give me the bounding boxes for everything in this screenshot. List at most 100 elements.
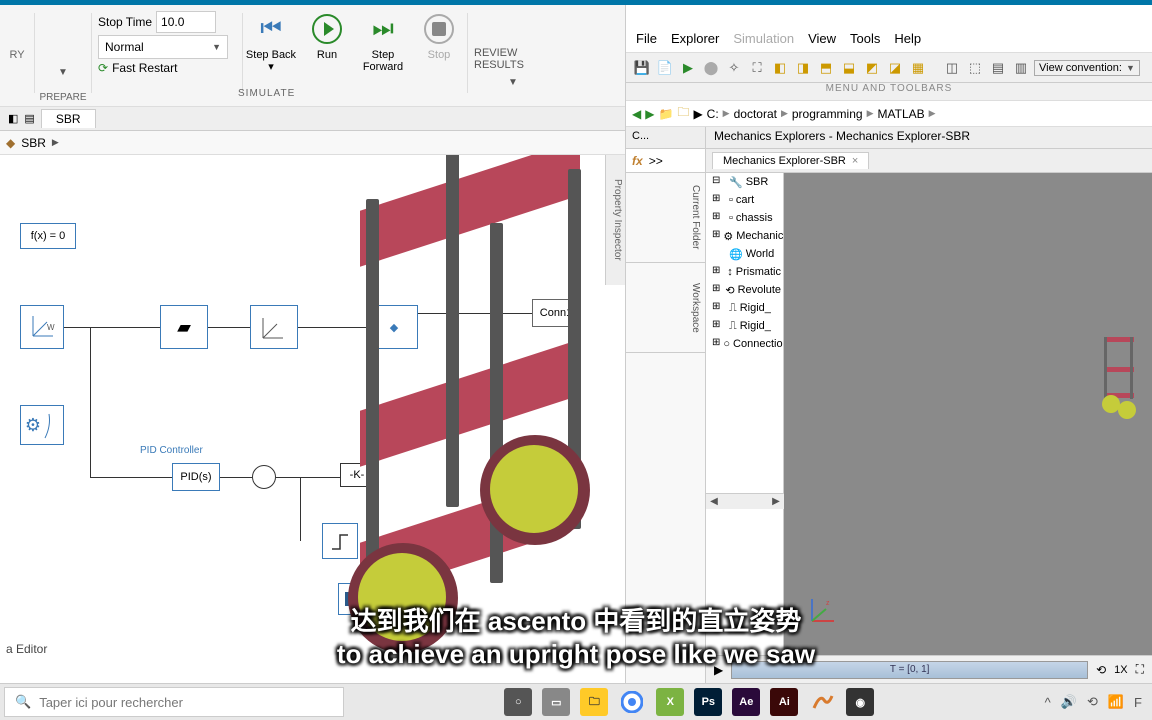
mini-robot [1100, 333, 1140, 423]
pid-block[interactable]: PID(s) [172, 463, 220, 491]
split3-icon[interactable]: ▤ [988, 58, 1008, 78]
run-button[interactable]: Run [299, 9, 355, 63]
model-tab-bar: ◧ ▤ SBR [0, 107, 625, 131]
cube5-icon[interactable]: ◪ [885, 58, 905, 78]
workspace-tab[interactable]: Workspace [626, 263, 705, 353]
tab-sbr[interactable]: SBR [41, 109, 96, 128]
step-forward-button[interactable]: ⏭ Step Forward [355, 9, 411, 75]
sync-icon[interactable]: ⟲ [1087, 694, 1098, 710]
view-convention-dropdown[interactable]: View convention:▼ [1034, 60, 1140, 76]
step-block[interactable] [322, 523, 358, 559]
app-chrome[interactable] [618, 688, 646, 716]
scroll-right-icon[interactable]: ▶ [768, 496, 784, 507]
file-icon[interactable]: 📄 [655, 58, 675, 78]
scroll-left-icon[interactable]: ◀ [706, 496, 722, 507]
gain-block[interactable]: -K- [340, 463, 374, 487]
system-tray: ^ 🔊 ⟲ 📶 F [1035, 694, 1152, 710]
box-icon[interactable]: ◧ [770, 58, 790, 78]
crumb-drive[interactable]: C: [707, 107, 719, 121]
windows-taskbar: 🔍 Taper ici pour rechercher ○ ▭ 🗀 X Ps A… [0, 683, 1152, 720]
cube2-icon[interactable]: ⬒ [816, 58, 836, 78]
crumb-programming[interactable]: programming [792, 107, 863, 121]
sim-mode-dropdown[interactable]: Normal ▼ [98, 35, 228, 59]
ribbon: RY PREPARE ▼ Stop Time Normal ▼ ⟳ Fa [0, 5, 625, 107]
fast-restart-toggle[interactable]: ⟳ Fast Restart [98, 61, 177, 75]
sum-block[interactable] [252, 465, 276, 489]
step-back-button[interactable]: ⏮ Step Back ▾ [243, 9, 299, 75]
app-illustrator[interactable]: Ai [770, 688, 798, 716]
split4-icon[interactable]: ▥ [1011, 58, 1031, 78]
stop-button[interactable]: Stop [411, 9, 467, 63]
menu-explorer[interactable]: Explorer [671, 31, 719, 46]
app-explorer[interactable]: 🗀 [580, 688, 608, 716]
windows-search[interactable]: 🔍 Taper ici pour rechercher [4, 687, 344, 717]
solid-block[interactable]: ▰ [160, 305, 208, 349]
record-icon[interactable]: ⬤ [701, 58, 721, 78]
lang-icon[interactable]: F [1134, 695, 1142, 710]
split2-icon[interactable]: ⬚ [965, 58, 985, 78]
gear-icon: ⚙ [25, 415, 41, 436]
transform-block[interactable] [250, 305, 298, 349]
fit-icon[interactable]: ⛶ [747, 58, 767, 78]
property-inspector-tab[interactable]: Property Inspector [605, 155, 625, 285]
side-column: C... fx >> Current Folder Workspace [626, 127, 706, 683]
axes-block[interactable]: W [20, 305, 64, 349]
menu-file[interactable]: File [636, 31, 657, 46]
sim-mode-value: Normal [105, 40, 144, 54]
app-cortana[interactable]: ○ [504, 688, 532, 716]
search-icon: 🔍 [15, 694, 31, 710]
3d-viewport[interactable]: z [784, 173, 1152, 655]
simulate-group-label: SIMULATE [238, 88, 295, 99]
app-aftereffects[interactable]: Ae [732, 688, 760, 716]
cube6-icon[interactable]: ▦ [908, 58, 928, 78]
wifi-icon[interactable]: 📶 [1108, 694, 1124, 710]
tray-chevron-icon[interactable]: ^ [1045, 695, 1051, 710]
split1-icon[interactable]: ◫ [942, 58, 962, 78]
model-tree[interactable]: ⊟🔧SBR ⊞▫cart ⊞▫chassis ⊞⚙Mechanics 🌐Worl… [706, 173, 784, 655]
compass-icon[interactable]: ✧ [724, 58, 744, 78]
nav-back-icon[interactable]: ◀ [632, 107, 641, 121]
robot-3d-view [330, 155, 610, 665]
tab-mechanics-explorer[interactable]: Mechanics Explorer-SBR × [712, 152, 869, 169]
joint-block[interactable]: ◆ [370, 305, 418, 349]
cube1-icon[interactable]: ◨ [793, 58, 813, 78]
crumb-doctorat[interactable]: doctorat [734, 107, 777, 121]
app-obs[interactable]: ◉ [846, 688, 874, 716]
cube4-icon[interactable]: ◩ [862, 58, 882, 78]
loop-icon[interactable]: ⟲ [1096, 663, 1106, 677]
app-taskview[interactable]: ▭ [542, 688, 570, 716]
simulink-canvas[interactable]: f(x) = 0 W ⚙ ▰ ◆ Conn1 PID Controller PI… [0, 155, 625, 683]
folder-up-icon[interactable]: 📁 [658, 107, 673, 121]
menu-tools[interactable]: Tools [850, 31, 880, 46]
menu-simulation[interactable]: Simulation [733, 31, 794, 46]
current-folder-tab[interactable]: Current Folder [626, 173, 705, 263]
path-sbr[interactable]: SBR [21, 136, 46, 150]
stop-time-input[interactable] [156, 11, 216, 33]
playback-play-icon[interactable]: ▶ [714, 663, 723, 677]
play-icon[interactable]: ▶ [678, 58, 698, 78]
close-icon[interactable]: × [852, 155, 858, 167]
volume-icon[interactable]: 🔊 [1061, 694, 1077, 710]
panel-title: Mechanics Explorers - Mechanics Explorer… [706, 127, 1152, 149]
nav-fwd-icon[interactable]: ▶ [645, 107, 654, 121]
app-matlab[interactable] [808, 688, 836, 716]
menu-help[interactable]: Help [894, 31, 921, 46]
conn-block[interactable]: Conn1 [532, 299, 580, 327]
col-c[interactable]: C... [626, 127, 705, 149]
folder-icon[interactable]: 🗀 [677, 103, 689, 124]
save-icon[interactable]: 💾 [632, 58, 652, 78]
axes-icon: W [27, 312, 57, 342]
app-excel[interactable]: X [656, 688, 684, 716]
menu-view[interactable]: View [808, 31, 836, 46]
scope-block[interactable] [338, 583, 370, 615]
cube3-icon[interactable]: ⬓ [839, 58, 859, 78]
fullscreen-icon[interactable]: ⛶ [1136, 662, 1144, 677]
prepare-label: PREPARE [35, 92, 91, 103]
crumb-matlab[interactable]: MATLAB [878, 107, 925, 121]
command-prompt[interactable]: fx >> [626, 149, 705, 173]
app-photoshop[interactable]: Ps [694, 688, 722, 716]
playback-speed[interactable]: 1X [1114, 664, 1127, 676]
fx-block[interactable]: f(x) = 0 [20, 223, 76, 249]
mech-config-block[interactable]: ⚙ [20, 405, 64, 445]
timeline[interactable]: T = [0, 1] [731, 661, 1088, 679]
